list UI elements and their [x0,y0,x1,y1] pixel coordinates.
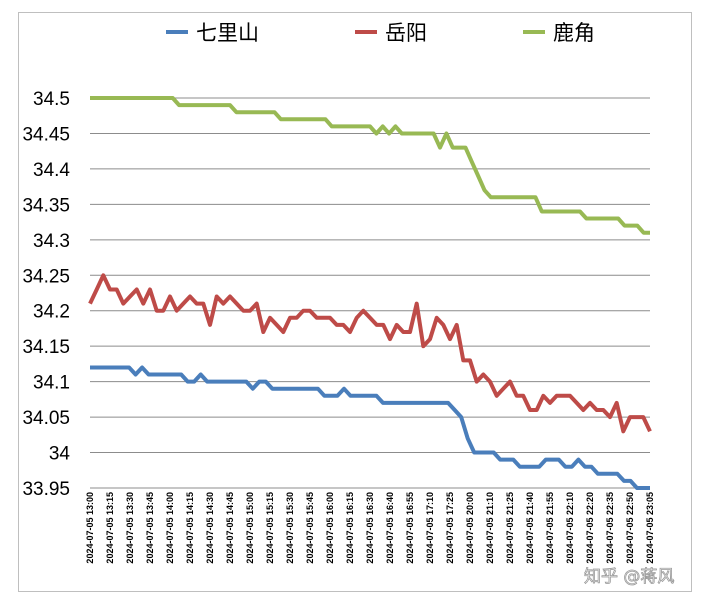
series-line [90,96,650,235]
x-tick-label: 2024-07-05 22:50 [625,492,635,564]
x-tick-label: 2024-07-05 17:10 [425,492,435,564]
y-tick-label: 34.5 [33,89,70,110]
x-tick-label: 2024-07-05 14:30 [205,492,215,564]
legend-item: 七里山 [166,21,259,45]
x-tick-label: 2024-07-05 15:30 [285,492,295,564]
x-tick-label: 2024-07-05 14:00 [165,492,175,564]
x-tick-label: 2024-07-05 15:15 [265,492,275,564]
x-tick-label: 2024-07-05 16:15 [345,492,355,564]
x-tick-label: 2024-07-05 23:05 [645,492,655,564]
y-tick-label: 34.05 [22,408,70,429]
legend: 七里山 岳阳 鹿角 [166,21,595,45]
x-tick-label: 2024-07-05 22:10 [565,492,575,564]
legend-label: 岳阳 [385,21,427,45]
gridlines [90,97,650,489]
y-axis-tick-labels: 33.95 34 34.05 34.1 34.15 34.2 34.25 34.3 34.35 3… [22,89,70,500]
x-tick-label: 2024-07-05 16:40 [385,492,395,564]
y-tick-label: 34.4 [33,160,70,181]
x-tick-label: 2024-07-05 20:00 [465,492,475,564]
x-tick-label: 2024-07-05 15:45 [305,492,315,564]
legend-label: 七里山 [196,21,259,45]
y-tick-label: 34.3 [33,231,70,252]
x-tick-label: 2024-07-05 21:55 [545,492,555,564]
x-tick-label: 2024-07-05 13:15 [105,492,115,564]
x-tick-label: 2024-07-05 22:35 [605,492,615,564]
x-tick-label: 2024-07-05 14:15 [185,492,195,564]
legend-item: 鹿角 [523,21,595,45]
x-tick-label: 2024-07-05 22:20 [585,492,595,564]
x-tick-label: 2024-07-05 13:45 [145,492,155,564]
y-tick-label: 34.2 [33,302,70,323]
x-tick-label: 2024-07-05 13:00 [85,492,95,564]
x-axis-tick-labels: 2024-07-05 13:00 2024-07-05 13:15 2024-07-… [85,492,655,564]
x-tick-label: 2024-07-05 21:40 [525,492,535,564]
legend-label: 鹿角 [553,21,595,45]
legend-item: 岳阳 [355,21,427,45]
x-tick-label: 2024-07-05 16:00 [325,492,335,564]
y-tick-label: 34.35 [22,195,70,216]
x-tick-label: 2024-07-05 21:25 [505,492,515,564]
x-tick-label: 2024-07-05 17:25 [445,492,455,564]
y-tick-label: 34.15 [22,337,70,358]
series-line [90,365,650,490]
series-lines [88,96,652,490]
x-tick-label: 2024-07-05 14:45 [225,492,235,564]
x-tick-label: 2024-07-05 21:10 [485,492,495,564]
series-line [88,273,652,434]
y-tick-label: 34.25 [22,266,70,287]
x-tick-label: 2024-07-05 13:30 [125,492,135,564]
x-tick-label: 2024-07-05 16:55 [405,492,415,564]
chart-frame [18,12,692,592]
watermark-text: 知乎 @蒋风 [584,567,674,587]
x-tick-label: 2024-07-05 16:30 [365,492,375,564]
y-tick-label: 33.95 [22,479,70,500]
y-tick-label: 34.1 [33,373,70,394]
y-tick-label: 34.45 [22,124,70,145]
x-tick-label: 2024-07-05 15:00 [245,492,255,564]
y-tick-label: 34 [49,444,71,465]
